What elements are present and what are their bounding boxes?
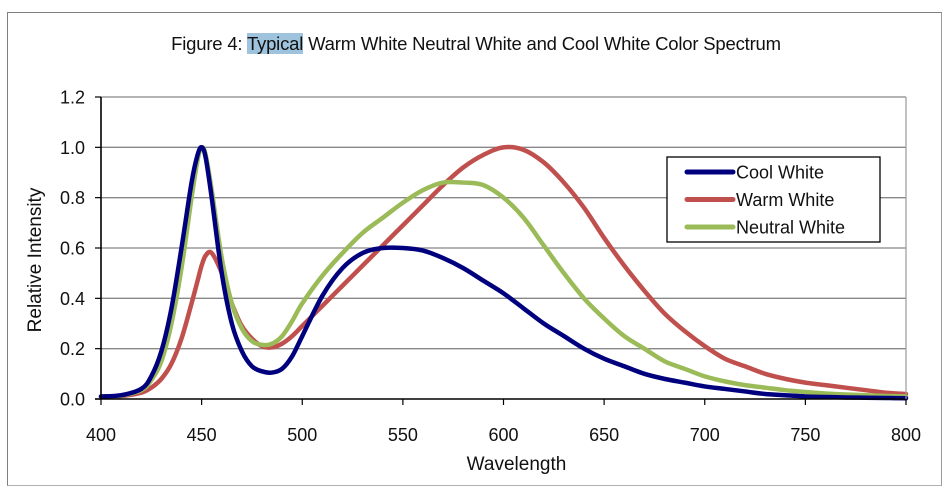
x-tick-label: 700 (690, 425, 720, 445)
series-line-cool-white (98, 145, 909, 401)
x-tick-label: 800 (891, 425, 921, 445)
x-tick-label: 500 (287, 425, 317, 445)
x-tick-label: 650 (589, 425, 619, 445)
chart-title-suffix: Warm White Neutral White and Cool White … (303, 33, 781, 54)
y-tick-label: 0.4 (60, 289, 85, 309)
legend-label: Cool White (736, 163, 824, 183)
legend-label: Neutral White (736, 218, 845, 238)
y-axis-ticks: 0.0 0.2 0.4 0.6 0.8 1.0 1.2 (60, 88, 101, 410)
x-tick-label: 600 (488, 425, 518, 445)
x-axis-ticks: 400 450 500 550 600 650 700 750 800 (86, 399, 921, 445)
y-tick-label: 0.8 (60, 188, 85, 208)
y-tick-label: 1.2 (60, 88, 85, 108)
chart-title: Figure 4: Typical Warm White Neutral Whi… (0, 33, 952, 55)
series-lines (98, 144, 909, 401)
legend: Cool White Warm White Neutral White (666, 156, 881, 243)
y-tick-label: 1.0 (60, 138, 85, 158)
y-tick-label: 0.6 (60, 239, 85, 259)
x-axis-title: Wavelength (467, 454, 567, 475)
chart-title-prefix: Figure 4: (171, 33, 247, 54)
legend-label: Warm White (736, 190, 834, 210)
y-tick-label: 0.2 (60, 339, 85, 359)
x-tick-label: 750 (790, 425, 820, 445)
chart-title-highlight: Typical (246, 33, 304, 54)
series-line-warm-white (98, 144, 909, 399)
x-tick-label: 550 (388, 425, 418, 445)
x-tick-label: 450 (187, 425, 217, 445)
y-axis-title: Relative Intensity (25, 187, 46, 332)
y-tick-label: 0.0 (60, 390, 85, 410)
chart-frame (7, 12, 942, 486)
x-tick-label: 400 (86, 425, 116, 445)
